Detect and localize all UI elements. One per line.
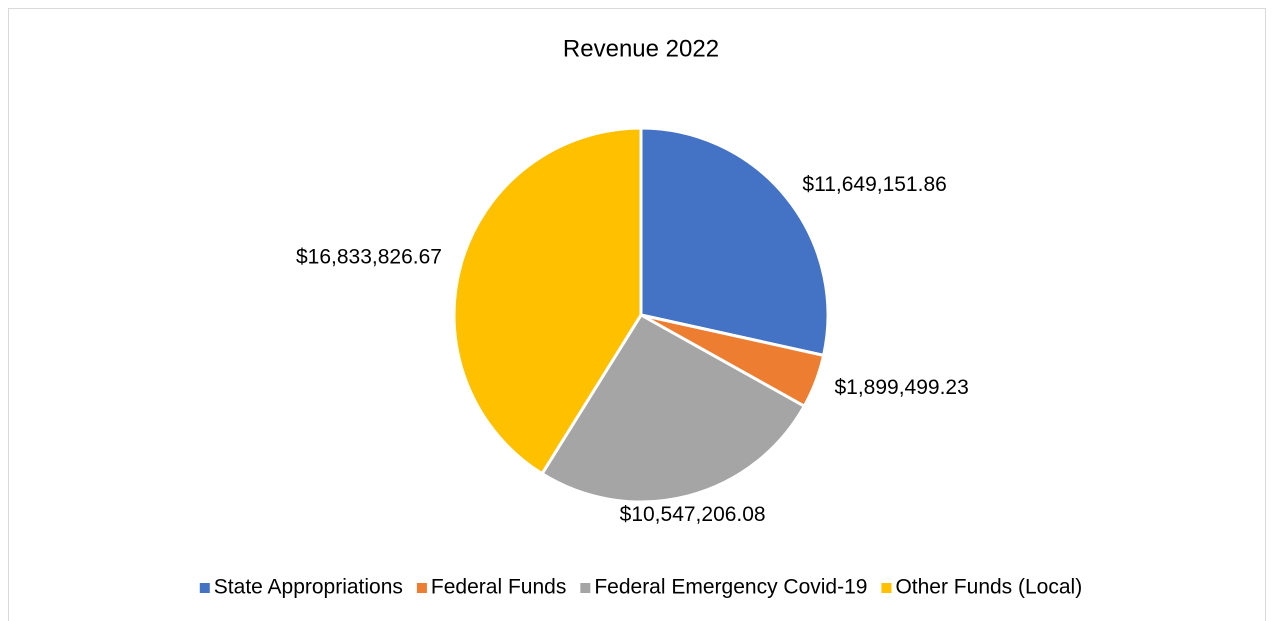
legend-label: Other Funds (Local) [895,576,1082,599]
legend-label: Federal Funds [431,576,566,599]
pie-slice [540,313,806,504]
legend-label: Federal Emergency Covid-19 [594,576,867,599]
data-label: $11,649,151.86 [802,173,946,196]
legend-swatch [580,583,591,593]
data-label: $16,833,826.67 [296,246,442,269]
data-label: $1,899,499.23 [834,376,968,399]
legend-swatch [199,583,210,593]
pie-slice [639,126,830,357]
legend-swatch [416,583,427,593]
legend-swatch [881,583,892,593]
data-label: $10,547,206.08 [620,503,766,526]
pie-slice [452,126,643,476]
chart-title: Revenue 2022 [563,35,719,62]
legend-label: State Appropriations [214,576,403,599]
